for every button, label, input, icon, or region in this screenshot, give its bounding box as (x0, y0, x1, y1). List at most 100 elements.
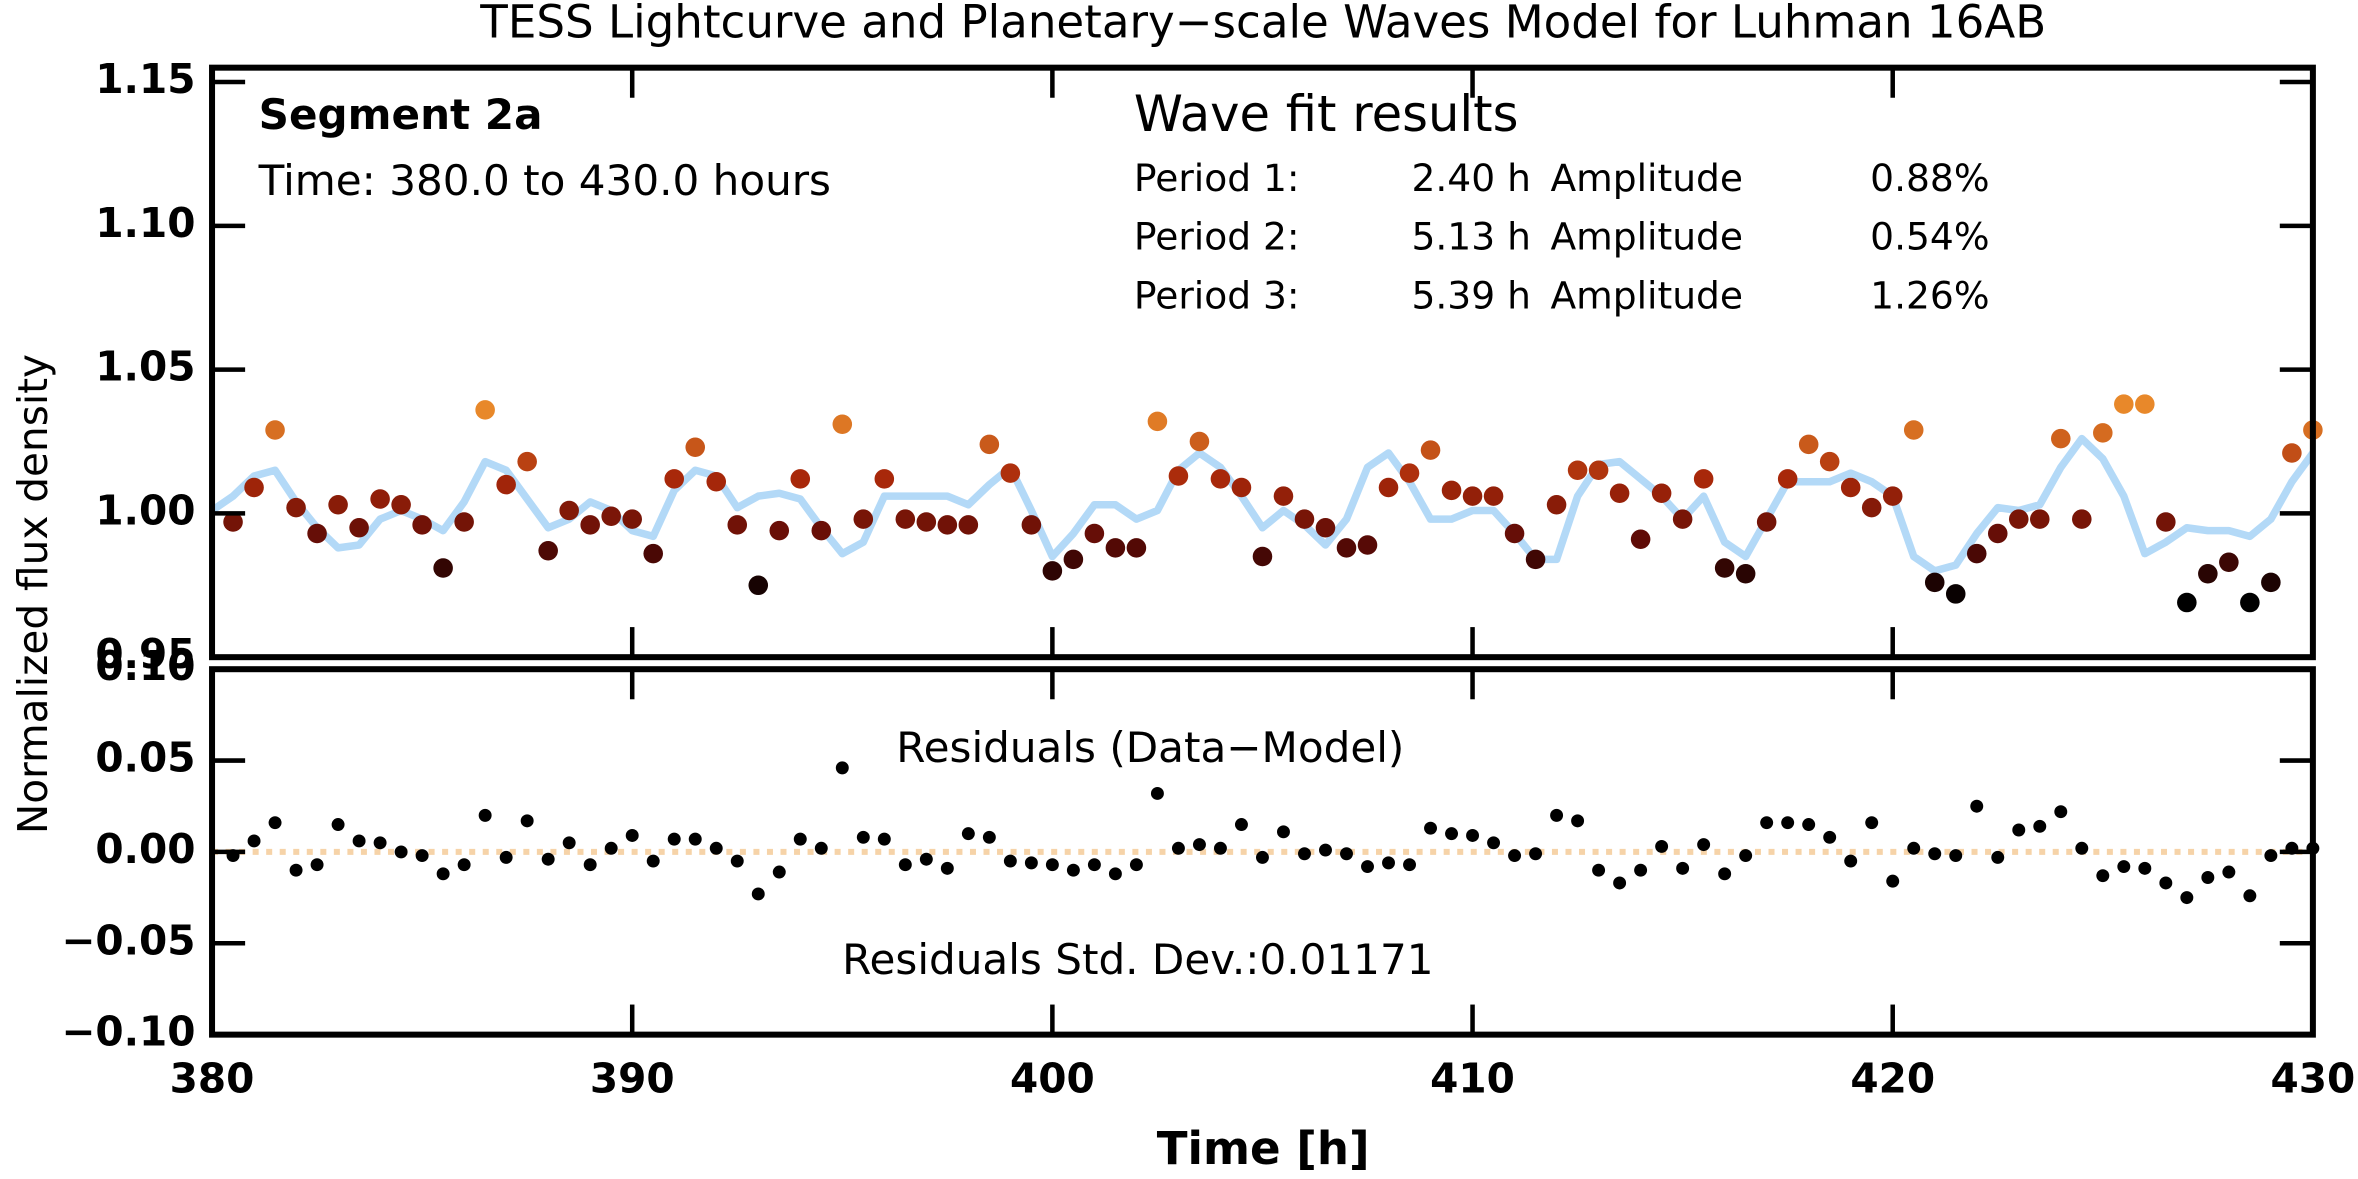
x-tick-label: 420 (1850, 1054, 1935, 1102)
x-tick-label: 390 (590, 1054, 675, 1102)
result-label: Period 3: (1134, 273, 1300, 317)
data-point (1613, 876, 1627, 890)
data-point (1655, 839, 1669, 853)
data-point (1525, 549, 1546, 570)
data-point (898, 858, 912, 872)
y-tick-label: 0.05 (95, 734, 195, 782)
data-point (1105, 538, 1126, 558)
data-point (1168, 466, 1189, 486)
data-point (1777, 469, 1798, 489)
data-point (1928, 847, 1942, 861)
result-label: Amplitude (1550, 215, 1743, 259)
data-point (1609, 483, 1630, 504)
data-point (958, 515, 979, 535)
data-point (1357, 535, 1378, 555)
data-point (496, 474, 516, 495)
data-point (1420, 440, 1441, 460)
data-point (1445, 827, 1459, 841)
data-point (1042, 561, 1063, 581)
data-point (1756, 512, 1777, 532)
data-point (286, 497, 306, 518)
data-point (1907, 841, 1921, 855)
data-point (646, 854, 660, 868)
data-point (1108, 867, 1122, 881)
data-point (1529, 847, 1543, 861)
data-point (1840, 477, 1861, 498)
data-point (247, 834, 261, 848)
data-point (433, 558, 453, 578)
y-tick-label: 0.95 (95, 630, 195, 678)
data-point (601, 506, 621, 527)
y-tick-label: 0.10 (95, 642, 195, 690)
data-point (1441, 480, 1462, 501)
data-point (478, 808, 492, 822)
data-point (2177, 592, 2197, 613)
data-point (1882, 486, 1903, 506)
data-point (1987, 523, 2008, 544)
data-point (1903, 420, 1924, 440)
data-point (1718, 867, 1732, 881)
data-point (982, 830, 996, 844)
data-point (391, 494, 411, 515)
data-point (352, 834, 366, 848)
data-point (1823, 830, 1837, 844)
data-point (2051, 428, 2071, 449)
data-point (1966, 543, 1987, 564)
data-point (2219, 552, 2239, 573)
data-point (412, 515, 432, 535)
data-point (1945, 584, 1966, 604)
data-point (1567, 460, 1588, 481)
data-point (1298, 847, 1311, 861)
data-point (1213, 841, 1227, 855)
data-point (1487, 836, 1501, 850)
data-point (2117, 860, 2131, 874)
result-period: 5.13 h (1411, 215, 1530, 259)
data-point (643, 543, 663, 564)
data-point (1063, 549, 1084, 570)
result-label: Amplitude (1550, 156, 1743, 200)
data-point (517, 451, 537, 472)
data-point (1504, 523, 1525, 544)
data-point (1045, 858, 1059, 872)
data-point (562, 836, 576, 850)
annotation: Residuals (Data−Model) (896, 723, 1404, 772)
data-point (1382, 856, 1395, 870)
data-point (2243, 889, 2257, 903)
data-point (1483, 486, 1504, 506)
data-point (1634, 863, 1648, 877)
data-point (1781, 816, 1795, 830)
data-point (2114, 394, 2134, 414)
data-point (706, 471, 727, 492)
data-point (835, 761, 849, 775)
data-point (667, 832, 681, 846)
data-point (1319, 843, 1332, 857)
x-axis-label: Time [h] (1157, 1122, 1370, 1175)
result-period: 2.40 h (1411, 156, 1530, 200)
data-point (856, 830, 870, 844)
data-point (1886, 874, 1900, 888)
data-point (1378, 477, 1399, 498)
data-point (1508, 849, 1522, 863)
data-point (2030, 509, 2050, 529)
y-tick-label: 1.05 (95, 343, 195, 391)
data-point (961, 827, 975, 841)
data-point (1361, 860, 1374, 874)
data-point (1735, 564, 1756, 584)
data-point (1294, 509, 1315, 529)
result-label: Period 1: (1134, 156, 1300, 200)
data-point (937, 515, 958, 535)
data-point (2159, 876, 2173, 890)
data-point (1003, 854, 1017, 868)
data-point (940, 861, 954, 875)
chart-title: TESS Lightcurve and Planetary−scale Wave… (479, 0, 2046, 49)
data-point (751, 887, 765, 901)
data-point (370, 489, 390, 509)
data-point (1189, 431, 1210, 452)
data-point (1676, 861, 1690, 875)
data-point (1340, 847, 1353, 861)
plot-frame (209, 64, 2316, 661)
data-point (310, 858, 324, 872)
data-point (622, 509, 642, 529)
x-tick-label: 410 (1430, 1054, 1515, 1102)
data-point (1000, 463, 1021, 483)
